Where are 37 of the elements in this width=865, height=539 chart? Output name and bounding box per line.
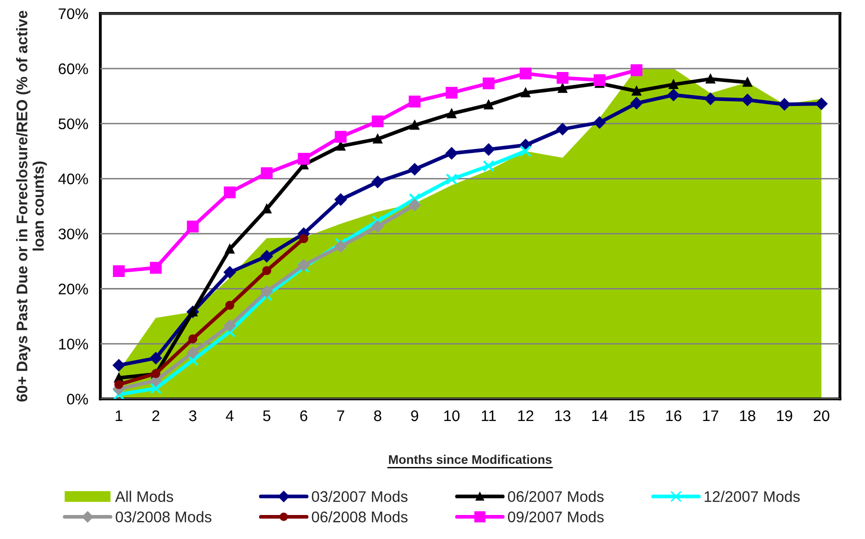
x-tick-label: 20 <box>814 410 830 422</box>
y-tick-label: 0% <box>67 394 88 405</box>
legend-label: 06/2007 Mods <box>508 490 604 502</box>
x-tick-label: 2 <box>152 410 160 422</box>
x-tick-label: 5 <box>263 410 270 422</box>
y-axis-title: 60+ Days Past Due or in Foreclosure/REO (% of active loan counts) <box>16 10 47 402</box>
x-tick-label: 7 <box>337 410 344 422</box>
x-tick-label: 6 <box>300 410 308 422</box>
x-tick-label: 8 <box>374 410 382 422</box>
y-tick-label: 40% <box>58 174 88 184</box>
legend-label: 06/2008 Mods <box>312 511 408 522</box>
x-tick-label: 3 <box>189 410 196 422</box>
x-tick-label: 15 <box>629 410 644 422</box>
x-tick-label: 19 <box>777 410 792 422</box>
x-tick-label: 14 <box>592 410 608 422</box>
legend-label: All Mods <box>115 490 174 502</box>
legend-label: 12/2007 Mods <box>704 490 800 502</box>
y-tick-label: 50% <box>58 118 88 130</box>
x-tick-label: 18 <box>740 410 756 422</box>
y-tick-label: 10% <box>59 338 88 350</box>
x-tick-label: 11 <box>482 410 496 422</box>
x-tick-label: 12 <box>518 410 534 422</box>
legend-label: 03/2008 Mods <box>116 511 212 522</box>
x-tick-label: 9 <box>411 410 418 422</box>
y-tick-label: 20% <box>58 284 88 294</box>
x-tick-label: 1 <box>116 410 122 422</box>
x-tick-label: 16 <box>666 410 682 422</box>
y-tick-label: 70% <box>58 8 88 20</box>
x-tick-label: 13 <box>555 410 570 422</box>
y-tick-label: 60% <box>58 63 88 74</box>
legend-label: 03/2007 Mods <box>312 490 408 502</box>
x-tick-label: 10 <box>444 410 460 422</box>
x-tick-label: 17 <box>703 410 718 422</box>
legend-label: 09/2007 Mods <box>508 511 604 522</box>
y-tick-label: 30% <box>58 228 88 240</box>
x-tick-label: 4 <box>226 410 234 422</box>
x-axis-title: Months since Modifications <box>389 454 552 464</box>
